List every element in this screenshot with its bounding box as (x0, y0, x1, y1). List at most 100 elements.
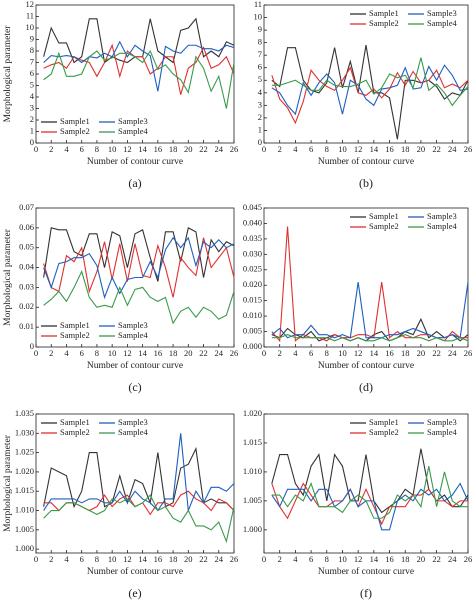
x-tick-label: 20 (184, 554, 193, 564)
x-tick-label: 0 (262, 348, 266, 358)
x-tick-label: 0 (34, 554, 38, 564)
x-tick-label: 0 (262, 554, 266, 564)
x-tick-label: 22 (199, 554, 208, 564)
legend-label: Sample1 (60, 417, 90, 427)
x-axis-label: Number of contour curve (87, 156, 183, 167)
series-line (43, 446, 235, 511)
x-axis-label: Number of contour curve (318, 566, 414, 577)
y-tick-label: 1.005 (15, 524, 34, 534)
x-axis-label: Number of contour curve (318, 156, 414, 167)
x-tick-label: 22 (432, 144, 441, 154)
y-tick-label: 7 (30, 56, 34, 66)
x-tick-label: 6 (309, 348, 313, 358)
x-tick-label: 6 (80, 144, 84, 154)
x-tick-label: 12 (354, 144, 363, 154)
x-tick-label: 22 (432, 348, 441, 358)
legend-label: Sample3 (427, 211, 457, 221)
x-tick-label: 10 (338, 554, 347, 564)
x-tick-label: 22 (199, 348, 208, 358)
x-tick-label: 6 (80, 348, 84, 358)
legend-label: Sample3 (118, 116, 148, 126)
series-line (271, 66, 469, 125)
y-tick-label: 0.06 (19, 222, 34, 232)
x-tick-label: 6 (309, 144, 313, 154)
y-tick-label: 1 (30, 125, 34, 135)
x-tick-label: 10 (108, 348, 117, 358)
x-tick-label: 26 (464, 348, 473, 358)
y-tick-label: 2 (258, 112, 262, 122)
series-line (271, 57, 469, 107)
x-tick-label: 16 (154, 144, 163, 154)
x-tick-label: 20 (184, 144, 193, 154)
x-tick-label: 8 (325, 144, 329, 154)
x-tick-label: 14 (370, 554, 379, 564)
x-tick-label: 22 (432, 554, 441, 564)
x-tick-label: 18 (401, 554, 410, 564)
series-line (43, 49, 235, 109)
y-tick-label: 9 (30, 33, 34, 43)
x-tick-label: 20 (417, 348, 426, 358)
y-tick-label: 11 (254, 0, 262, 9)
x-tick-label: 6 (80, 554, 84, 564)
y-tick-label: 10 (254, 11, 263, 21)
y-tick-label: 4 (258, 87, 263, 97)
x-tick-label: 26 (464, 554, 473, 564)
legend-label: Sample1 (60, 116, 90, 126)
x-tick-label: 18 (169, 144, 178, 154)
series-line (43, 236, 235, 300)
y-tick-label: 1.030 (15, 427, 34, 437)
y-tick-label: 0.030 (243, 248, 262, 258)
y-tick-label: 12 (26, 0, 35, 9)
y-tick-label: 0.045 (243, 202, 262, 212)
x-tick-label: 22 (199, 144, 208, 154)
y-tick-label: 0.005 (243, 326, 262, 336)
x-tick-label: 4 (64, 348, 69, 358)
x-tick-label: 26 (230, 554, 239, 564)
legend-label: Sample4 (118, 427, 148, 437)
x-tick-label: 10 (108, 144, 117, 154)
x-tick-label: 8 (325, 554, 329, 564)
y-tick-label: 3 (30, 102, 34, 112)
x-tick-label: 18 (401, 348, 410, 358)
legend-label: Sample3 (118, 417, 148, 427)
y-tick-label: 1.020 (15, 466, 34, 476)
legend-label: Sample4 (427, 18, 457, 28)
x-tick-label: 26 (464, 144, 473, 154)
legend-label: Sample4 (118, 330, 148, 340)
series-line (271, 466, 468, 519)
y-tick-label: 0.020 (243, 279, 262, 289)
x-tick-label: 20 (184, 348, 193, 358)
y-tick-label: 0.01 (19, 321, 34, 331)
legend-label: Sample4 (118, 126, 148, 136)
x-tick-label: 2 (49, 144, 53, 154)
plot-frame (263, 413, 469, 554)
y-tick-label: 1.010 (243, 466, 262, 476)
x-tick-label: 16 (154, 348, 163, 358)
legend-label: Sample4 (427, 221, 457, 231)
x-tick-label: 18 (169, 554, 178, 564)
legend-label: Sample2 (60, 427, 90, 437)
x-tick-label: 4 (64, 554, 69, 564)
x-tick-label: 24 (215, 348, 224, 358)
x-tick-label: 10 (108, 554, 117, 564)
x-tick-label: 20 (417, 554, 426, 564)
x-tick-label: 24 (448, 144, 457, 154)
x-tick-label: 14 (138, 348, 147, 358)
x-tick-label: 18 (401, 144, 410, 154)
x-axis-label: Number of contour curve (87, 566, 183, 577)
plot-frame (263, 4, 469, 144)
y-tick-label: 7 (258, 49, 262, 59)
x-tick-label: 2 (49, 348, 53, 358)
x-tick-label: 26 (230, 144, 239, 154)
caption: (f) (360, 586, 372, 600)
y-tick-label: 3 (258, 99, 262, 109)
x-tick-label: 2 (49, 554, 53, 564)
x-tick-label: 10 (338, 348, 347, 358)
series-line (271, 282, 469, 339)
y-tick-label: 0 (30, 137, 34, 147)
legend-label: Sample2 (369, 427, 399, 437)
x-tick-label: 18 (169, 348, 178, 358)
y-tick-label: 1.010 (15, 504, 34, 514)
series-line (43, 43, 235, 95)
